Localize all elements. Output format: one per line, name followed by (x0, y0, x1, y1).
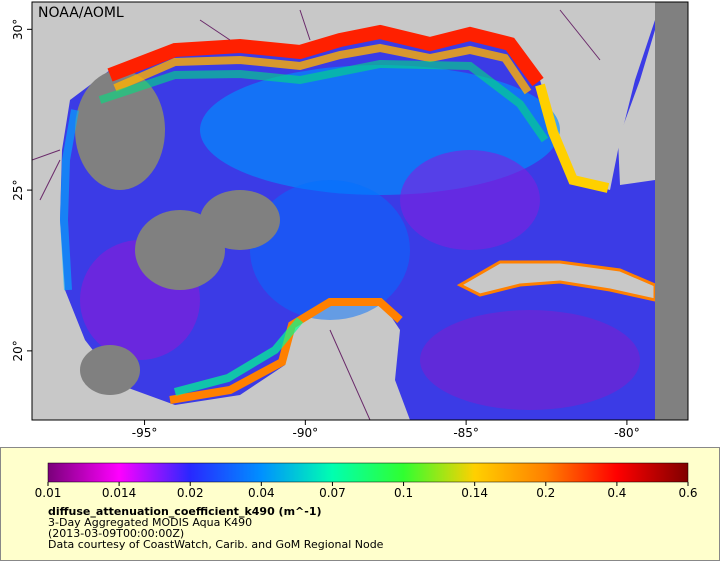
colorbar-tick-label: 0.2 (536, 486, 555, 500)
coastal-band (173, 317, 304, 396)
boundary-line (32, 9, 601, 420)
colorbar-tick-label: 0.014 (102, 486, 136, 500)
y-tick-label: 30° (11, 19, 25, 40)
y-tick-label: 25° (11, 179, 25, 200)
product: 3-Day Aggregated MODIS Aqua K490 (48, 516, 252, 529)
y-tick-label: 20° (11, 340, 25, 361)
colorbar-tick-label: 0.14 (461, 486, 488, 500)
coastal-band (107, 24, 544, 87)
coastal-band (59, 109, 79, 291)
colorbar-tick-label: 0.4 (607, 486, 626, 500)
colorbar-tick-label: 0.01 (35, 486, 62, 500)
colorbar (47, 462, 689, 483)
axes: -95° -90° -85° -80° 20° 25° 30° (11, 19, 640, 440)
water-feature (400, 150, 540, 250)
colorbar-tick-label: 0.07 (319, 486, 346, 500)
no-data (80, 345, 140, 395)
map-area (32, 2, 688, 420)
x-tick-label: -95° (132, 426, 158, 440)
water-feature (250, 180, 410, 320)
variable: diffuse_attenuation_coefficient_k490 (m^… (48, 505, 322, 518)
coastal-band (535, 83, 610, 193)
water-feature (420, 310, 640, 410)
florida (618, 30, 655, 185)
no-data (655, 2, 688, 420)
no-data (75, 70, 165, 190)
coastal-band (98, 59, 549, 143)
coastal-band (113, 43, 532, 95)
colorbar-tick-label: 0.02 (177, 486, 204, 500)
colorbar-tick-label: 0.6 (678, 486, 697, 500)
colorbar-tick-label: 0.04 (248, 486, 275, 500)
credit: NOAA/AOML (38, 5, 124, 21)
x-tick-label: -90° (293, 426, 319, 440)
x-tick-label: -80° (614, 426, 640, 440)
source: Data courtesy of CoastWatch, Carib. and … (48, 538, 384, 551)
colorbar-tick-label: 0.1 (394, 486, 413, 500)
time: (2013-03-09T00:00:00Z) (48, 527, 184, 540)
x-tick-label: -85° (453, 426, 479, 440)
map-frame (31, 1, 689, 421)
no-data (135, 210, 225, 290)
colorbar-ticks: 0.01 0.014 0.02 0.04 0.07 0.1 0.14 0.2 0.4 0.6 (35, 482, 698, 500)
